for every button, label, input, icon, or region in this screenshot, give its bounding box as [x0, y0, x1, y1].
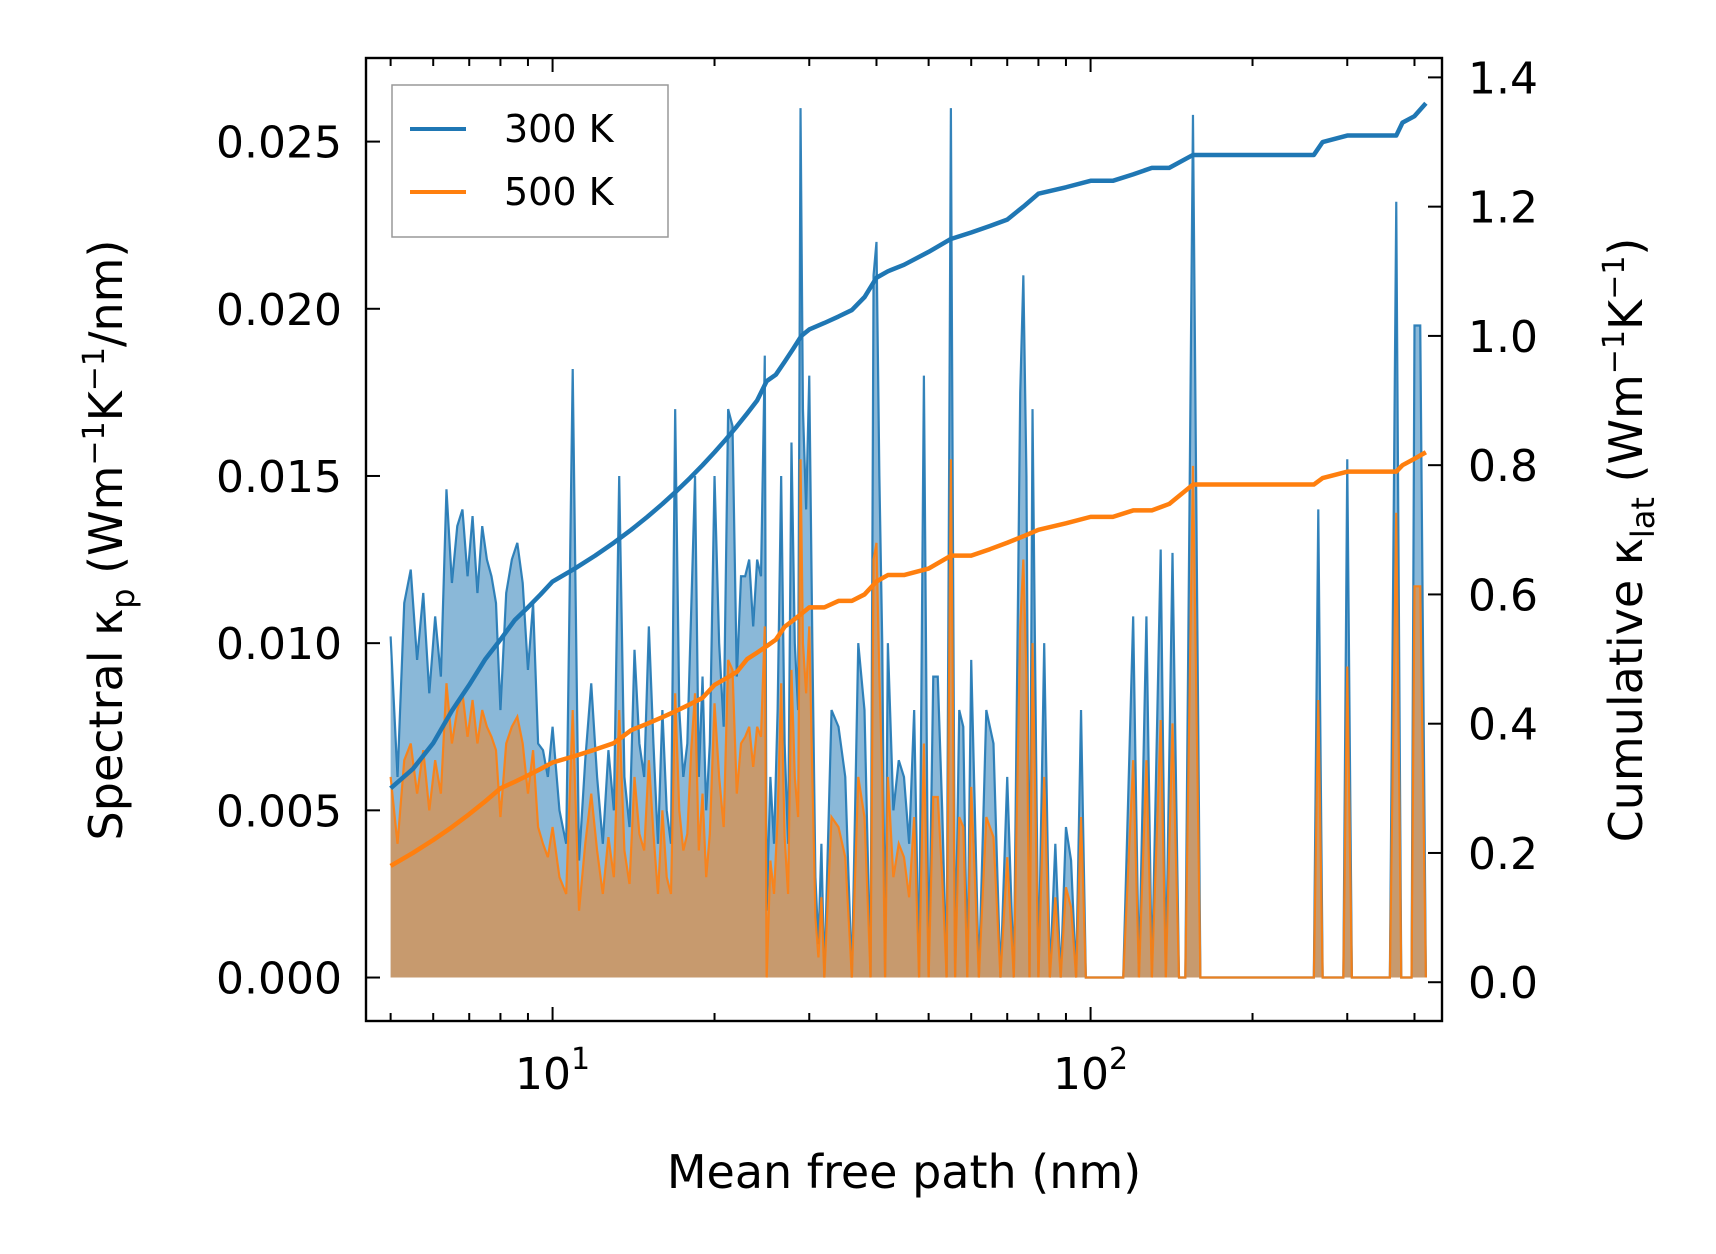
cumulative-line-500k — [389, 450, 1427, 868]
axis-tick-labels: 101 102 0.000 0.005 0.010 0.015 0.020 0.025 0.0 0… — [216, 53, 1538, 1100]
y-right-tick-label: 0.8 — [1468, 441, 1538, 492]
y-left-tick-label: 0.000 — [216, 954, 342, 1005]
cumulative-line-300k — [389, 101, 1428, 791]
legend-label-500k: 500 K — [504, 170, 615, 214]
x-axis-label: Mean free path (nm) — [667, 1145, 1141, 1199]
legend-label-300k: 300 K — [504, 107, 615, 151]
spectral-area-group — [389, 108, 1427, 979]
cumulative-line-group — [389, 101, 1428, 868]
y-left-tick-label: 0.005 — [216, 786, 342, 837]
y-left-tick-label: 0.015 — [216, 452, 342, 503]
y-left-tick-label: 0.010 — [216, 619, 342, 670]
legend-box — [391, 84, 669, 238]
x-tick-label: 101 — [515, 1042, 590, 1100]
y-right-tick-label: 1.0 — [1468, 312, 1538, 363]
spectral-area-500k — [390, 459, 1426, 978]
plot-frame — [364, 56, 1444, 1023]
legend: 300 K 500 K — [391, 84, 669, 238]
y-right-tick-label: 1.2 — [1468, 183, 1538, 234]
spectral-area-300k — [390, 108, 1426, 978]
y-axis-left-label: Spectral κp (Wm−1K−1/nm) — [77, 240, 142, 841]
y-right-tick-label: 1.4 — [1468, 53, 1538, 104]
y-right-tick-label: 0.0 — [1468, 958, 1538, 1009]
y-right-tick-label: 0.2 — [1468, 829, 1538, 880]
axis-ticks — [366, 58, 1442, 1021]
y-right-tick-label: 0.4 — [1468, 700, 1538, 751]
y-left-tick-label: 0.020 — [216, 285, 342, 336]
x-tick-label: 102 — [1053, 1042, 1128, 1100]
spectral-line-500k — [389, 459, 1427, 979]
y-right-tick-label: 0.6 — [1468, 570, 1538, 621]
y-left-tick-label: 0.025 — [216, 118, 342, 169]
y-axis-right-label: Cumulative κlat (Wm−1K−1) — [1597, 238, 1662, 843]
